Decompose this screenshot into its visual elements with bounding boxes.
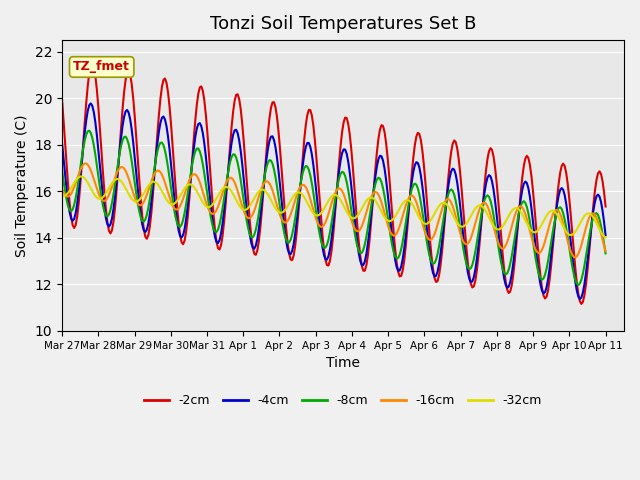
Y-axis label: Soil Temperature (C): Soil Temperature (C) [15, 114, 29, 257]
Title: Tonzi Soil Temperatures Set B: Tonzi Soil Temperatures Set B [210, 15, 476, 33]
Line: -16cm: -16cm [62, 164, 605, 257]
Line: -8cm: -8cm [62, 131, 605, 285]
-32cm [602, 235, 609, 240]
-2cm [126, 72, 134, 77]
-32cm [249, 198, 257, 204]
-16cm [298, 183, 305, 189]
-2cm [298, 173, 305, 179]
-32cm [298, 191, 305, 196]
-2cm [602, 204, 609, 209]
-32cm [126, 194, 134, 200]
-2cm [249, 245, 257, 251]
-4cm [221, 194, 229, 200]
-4cm [573, 288, 580, 294]
-8cm [249, 234, 257, 240]
-4cm [87, 100, 95, 106]
-2cm [577, 301, 585, 307]
-16cm [58, 186, 66, 192]
-4cm [240, 176, 248, 181]
-8cm [298, 177, 305, 182]
Legend: -2cm, -4cm, -8cm, -16cm, -32cm: -2cm, -4cm, -8cm, -16cm, -32cm [139, 389, 547, 412]
-2cm [240, 138, 248, 144]
-16cm [602, 248, 609, 254]
-16cm [126, 180, 134, 186]
-8cm [240, 198, 248, 204]
-8cm [602, 251, 609, 256]
-4cm [249, 245, 257, 251]
-2cm [88, 60, 96, 66]
-8cm [126, 149, 134, 155]
-32cm [58, 193, 66, 199]
-2cm [58, 96, 66, 102]
-4cm [576, 296, 584, 302]
Text: TZ_fmet: TZ_fmet [73, 60, 130, 73]
-4cm [58, 140, 66, 145]
Line: -4cm: -4cm [62, 103, 605, 299]
-32cm [221, 184, 229, 190]
-32cm [78, 174, 86, 180]
-16cm [240, 208, 248, 214]
-8cm [86, 128, 93, 133]
-32cm [573, 227, 580, 232]
-16cm [83, 161, 90, 167]
-8cm [221, 185, 229, 191]
-4cm [298, 175, 305, 181]
-4cm [126, 116, 134, 122]
-8cm [573, 281, 580, 287]
X-axis label: Time: Time [326, 356, 360, 370]
-32cm [240, 207, 248, 213]
Line: -2cm: -2cm [62, 63, 605, 304]
-8cm [575, 282, 582, 288]
-16cm [249, 211, 257, 217]
Line: -32cm: -32cm [62, 177, 605, 238]
-16cm [221, 181, 229, 187]
-2cm [221, 202, 229, 208]
-16cm [575, 251, 582, 257]
-2cm [573, 280, 580, 286]
-8cm [58, 167, 66, 173]
-4cm [602, 232, 609, 238]
-16cm [572, 254, 579, 260]
